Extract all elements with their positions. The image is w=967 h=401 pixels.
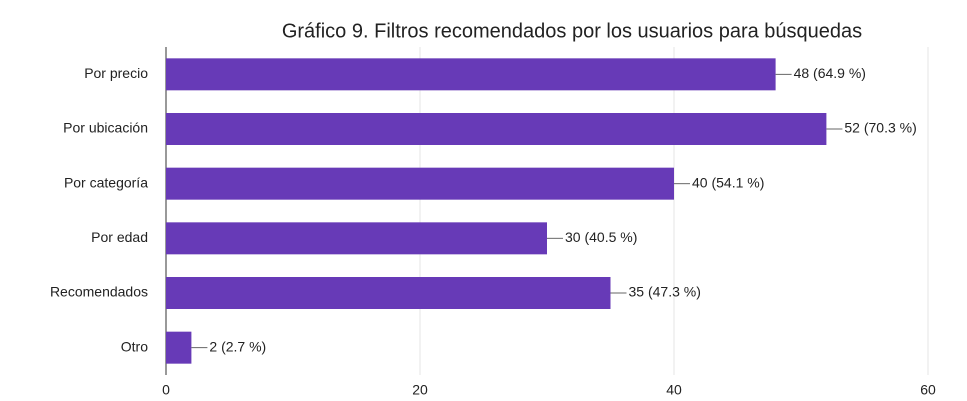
data-label: 2 (2.7 %) (209, 338, 266, 354)
data-label: 48 (64.9 %) (794, 65, 866, 81)
x-tick-label: 20 (412, 382, 428, 398)
bar (166, 222, 547, 255)
data-label: 30 (40.5 %) (565, 229, 637, 245)
bar (166, 277, 611, 309)
data-label: 35 (47.3 %) (629, 284, 701, 300)
y-tick-label: Por precio (84, 65, 148, 81)
bar (166, 331, 192, 364)
y-tick-label: Otro (121, 338, 148, 354)
bar (166, 167, 674, 200)
bar (166, 58, 776, 91)
y-tick-label: Recomendados (50, 284, 148, 300)
x-tick-label: 60 (920, 382, 936, 398)
x-tick-label: 0 (162, 382, 170, 398)
data-label: 52 (70.3 %) (844, 120, 916, 136)
data-label: 40 (54.1 %) (692, 174, 764, 190)
y-tick-label: Por edad (91, 229, 148, 245)
x-tick-label: 40 (666, 382, 682, 398)
bar (166, 113, 827, 145)
chart-title: Gráfico 9. Filtros recomendados por los … (282, 20, 862, 42)
y-tick-label: Por ubicación (63, 120, 148, 136)
y-tick-label: Por categoría (64, 174, 148, 190)
